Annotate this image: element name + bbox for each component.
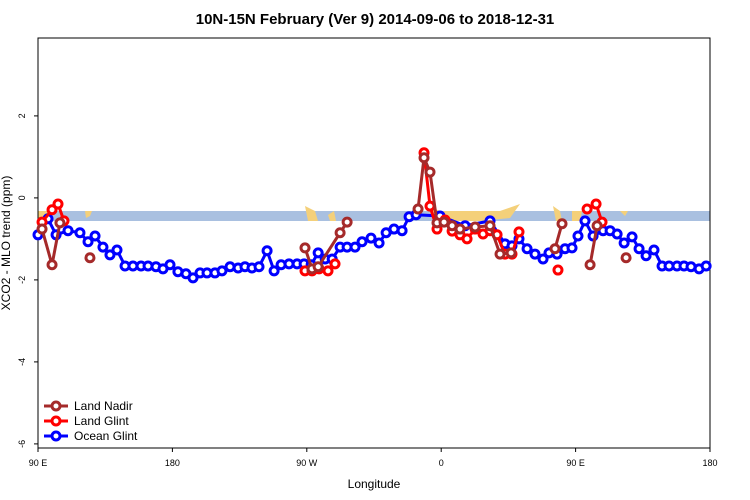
data-point	[373, 237, 385, 249]
legend-marker	[50, 430, 62, 442]
data-point	[329, 258, 341, 270]
ocean-strip	[38, 211, 710, 221]
data-point	[312, 247, 324, 259]
data-point	[52, 198, 64, 210]
data-point	[513, 226, 525, 238]
data-point	[521, 243, 533, 255]
data-point	[566, 242, 578, 254]
data-point	[461, 233, 473, 245]
x-tick-label: 90 E	[29, 458, 48, 468]
series	[32, 209, 712, 284]
land-patch	[620, 211, 628, 216]
data-point	[591, 220, 603, 232]
data-point	[556, 218, 568, 230]
data-point	[334, 227, 346, 239]
data-point	[611, 228, 623, 240]
data-point	[590, 198, 602, 210]
data-point	[424, 166, 436, 178]
y-axis-label: XCO2 - MLO trend (ppm)	[0, 176, 13, 311]
data-point	[494, 248, 506, 260]
data-point	[312, 261, 324, 273]
legend-label: Land Glint	[74, 414, 129, 428]
land-patch	[572, 211, 582, 221]
data-point	[454, 223, 466, 235]
y-tick-label: -2	[17, 276, 27, 284]
x-tick-label: 0	[439, 458, 444, 468]
data-point	[418, 152, 430, 164]
data-point	[164, 259, 176, 271]
data-point	[356, 236, 368, 248]
data-point	[505, 247, 517, 259]
data-point	[537, 253, 549, 265]
x-axis-label: Longitude	[348, 477, 401, 491]
data-point	[365, 232, 377, 244]
data-point	[552, 264, 564, 276]
data-point	[46, 259, 58, 271]
x-tick-label: 90 E	[566, 458, 585, 468]
data-point	[549, 243, 561, 255]
x-tick-label: 180	[702, 458, 717, 468]
data-point	[469, 221, 481, 233]
land-patch	[553, 206, 562, 221]
land-patch	[305, 206, 318, 221]
data-point	[322, 265, 334, 277]
data-point	[268, 265, 280, 277]
legend-marker	[50, 415, 62, 427]
data-point	[626, 231, 638, 243]
data-point	[84, 252, 96, 264]
chart-title: 10N-15N February (Ver 9) 2014-09-06 to 2…	[196, 11, 555, 28]
data-point	[581, 203, 593, 215]
legend-marker	[50, 400, 62, 412]
x-tick-label: 90 W	[296, 458, 318, 468]
data-point	[54, 217, 66, 229]
data-point	[633, 243, 645, 255]
data-point	[587, 230, 599, 242]
data-point	[579, 215, 591, 227]
y-tick-label: 0	[17, 195, 27, 200]
data-point	[74, 227, 86, 239]
land-patch	[85, 211, 92, 218]
data-point	[648, 244, 660, 256]
data-point	[396, 225, 408, 237]
data-point	[216, 265, 228, 277]
data-point	[529, 248, 541, 260]
y-tick-label: -4	[17, 358, 27, 366]
data-point	[412, 203, 424, 215]
y-tick-label: -6	[17, 440, 27, 448]
data-point	[618, 237, 630, 249]
data-point	[82, 236, 94, 248]
data-point	[36, 223, 48, 235]
legend-label: Land Nadir	[74, 399, 133, 413]
data-point	[111, 244, 123, 256]
legend-label: Ocean Glint	[74, 429, 138, 443]
data-point	[261, 245, 273, 257]
data-point	[104, 249, 116, 261]
x-tick-label: 180	[165, 458, 180, 468]
plot-frame	[37, 37, 711, 449]
data-point	[341, 216, 353, 228]
data-point	[572, 230, 584, 242]
data-point	[620, 252, 632, 264]
data-point	[62, 225, 74, 237]
y-tick-label: 2	[17, 113, 27, 118]
data-point	[187, 272, 199, 284]
data-point	[97, 241, 109, 253]
data-point	[640, 250, 652, 262]
data-point	[700, 260, 712, 272]
data-point	[299, 242, 311, 254]
data-point	[349, 241, 361, 253]
data-point	[584, 259, 596, 271]
data-point	[89, 230, 101, 242]
land-patch	[328, 211, 336, 221]
data-point	[484, 220, 496, 232]
data-point	[253, 261, 265, 273]
series	[36, 152, 632, 275]
